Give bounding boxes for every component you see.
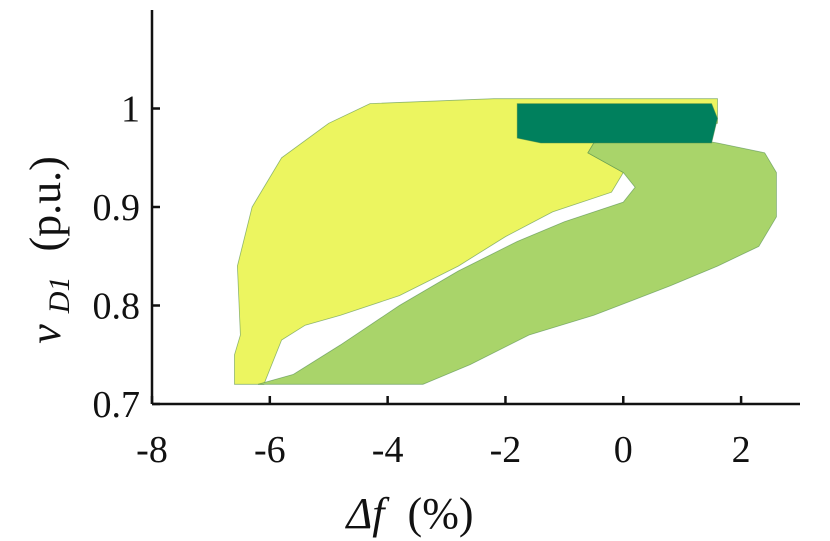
regions-layer [234,98,777,385]
x-tick-label: 0 [614,429,633,471]
y-tick-label: 0.7 [93,384,141,426]
y-axis-label: v D1 (p.u.) [21,156,79,344]
y-axis-label-unit: (p.u.) [21,156,70,251]
y-axis-label-subscript: D1 [43,277,76,315]
x-tick-label: -6 [254,429,286,471]
x-axis-label: Δf (%) [344,489,473,538]
x-tick-label: -2 [490,429,522,471]
y-axis-label-symbol: v [21,324,70,344]
y-tick-label: 0.9 [93,187,141,229]
y-tick-label: 0.8 [93,286,141,328]
x-axis-label-symbol: Δf [344,489,390,538]
ticks-layer: -8 -6 -4 -2 0 2 0.7 0.8 0.9 1 [93,89,751,472]
dark-green-region [516,103,718,144]
y-tick-label: 1 [121,89,140,131]
x-tick-label: -8 [136,429,168,471]
x-tick-label: -4 [372,429,404,471]
x-tick-label: 2 [732,429,751,471]
x-axis-label-unit: (%) [408,489,474,538]
